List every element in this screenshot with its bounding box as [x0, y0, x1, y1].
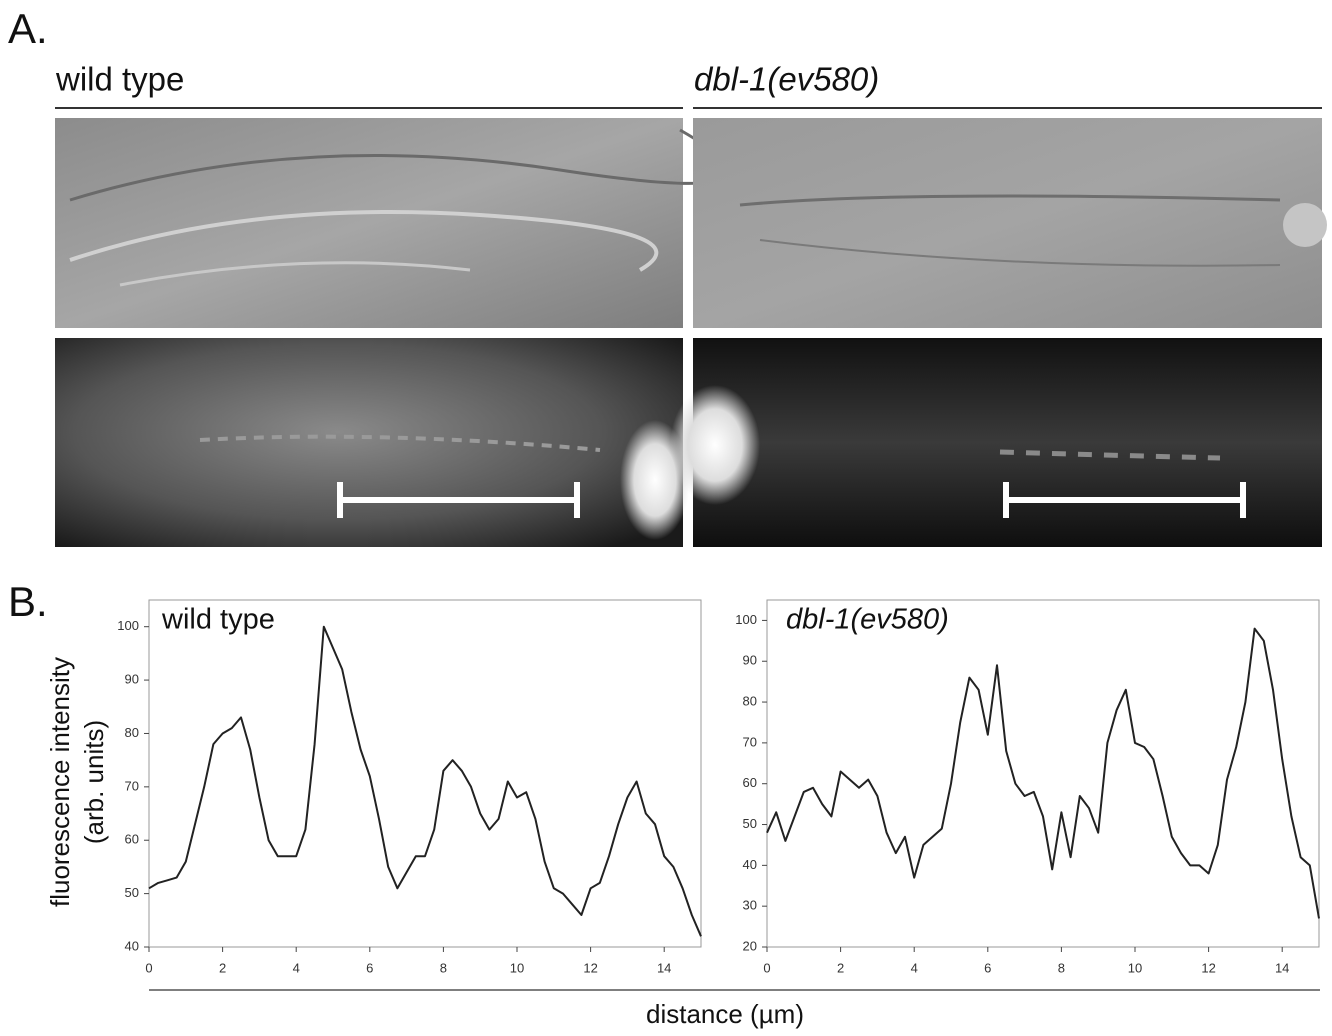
micrograph: [55, 338, 690, 547]
micrograph: [693, 118, 1327, 328]
chart-title: wild type: [161, 604, 275, 636]
y-tick-label: 40: [125, 938, 139, 953]
y-tick-label: 100: [117, 618, 139, 633]
y-tick-label: 60: [125, 832, 139, 847]
x-tick-label: 12: [583, 960, 597, 975]
x-tick-label: 6: [984, 960, 991, 975]
x-tick-label: 0: [145, 960, 152, 975]
y-tick-label: 100: [735, 612, 757, 627]
plot-frame: [766, 599, 1320, 948]
y-tick-label: 70: [125, 778, 139, 793]
x-tick-label: 4: [911, 960, 918, 975]
chart-title: dbl-1(ev580): [786, 604, 949, 636]
y-tick-label: 40: [743, 857, 757, 872]
x-tick-label: 10: [510, 960, 524, 975]
x-tick-label: 2: [219, 960, 226, 975]
x-tick-label: 12: [1201, 960, 1215, 975]
panel-label: A.: [8, 5, 48, 52]
y-tick-label: 50: [125, 885, 139, 900]
x-tick-label: 4: [293, 960, 300, 975]
x-tick-label: 8: [1058, 960, 1065, 975]
y-tick-label: 70: [743, 734, 757, 749]
panel-label: B.: [8, 578, 48, 625]
y-axis-label: (arb. units): [79, 720, 109, 844]
x-tick-label: 2: [837, 960, 844, 975]
y-tick-label: 30: [743, 898, 757, 913]
x-tick-label: 10: [1128, 960, 1142, 975]
y-tick-label: 90: [125, 672, 139, 687]
y-tick-label: 50: [743, 816, 757, 831]
x-tick-label: 14: [657, 960, 671, 975]
x-axis-label: distance (µm): [646, 999, 804, 1029]
x-tick-label: 6: [366, 960, 373, 975]
micrograph: [670, 338, 1322, 547]
plot-frame: [148, 599, 702, 948]
y-tick-label: 80: [125, 725, 139, 740]
data-line: [148, 625, 702, 937]
column-header: wild type: [55, 61, 184, 98]
x-tick-label: 14: [1275, 960, 1289, 975]
data-line: [766, 627, 1320, 919]
micrograph: [55, 118, 731, 328]
y-tick-label: 20: [743, 938, 757, 953]
column-header: dbl-1(ev580): [694, 61, 879, 98]
y-tick-label: 60: [743, 775, 757, 790]
y-axis-label: fluorescence intensity: [45, 657, 75, 907]
y-tick-label: 80: [743, 693, 757, 708]
x-tick-label: 8: [440, 960, 447, 975]
y-tick-label: 90: [743, 653, 757, 668]
x-tick-label: 0: [763, 960, 770, 975]
